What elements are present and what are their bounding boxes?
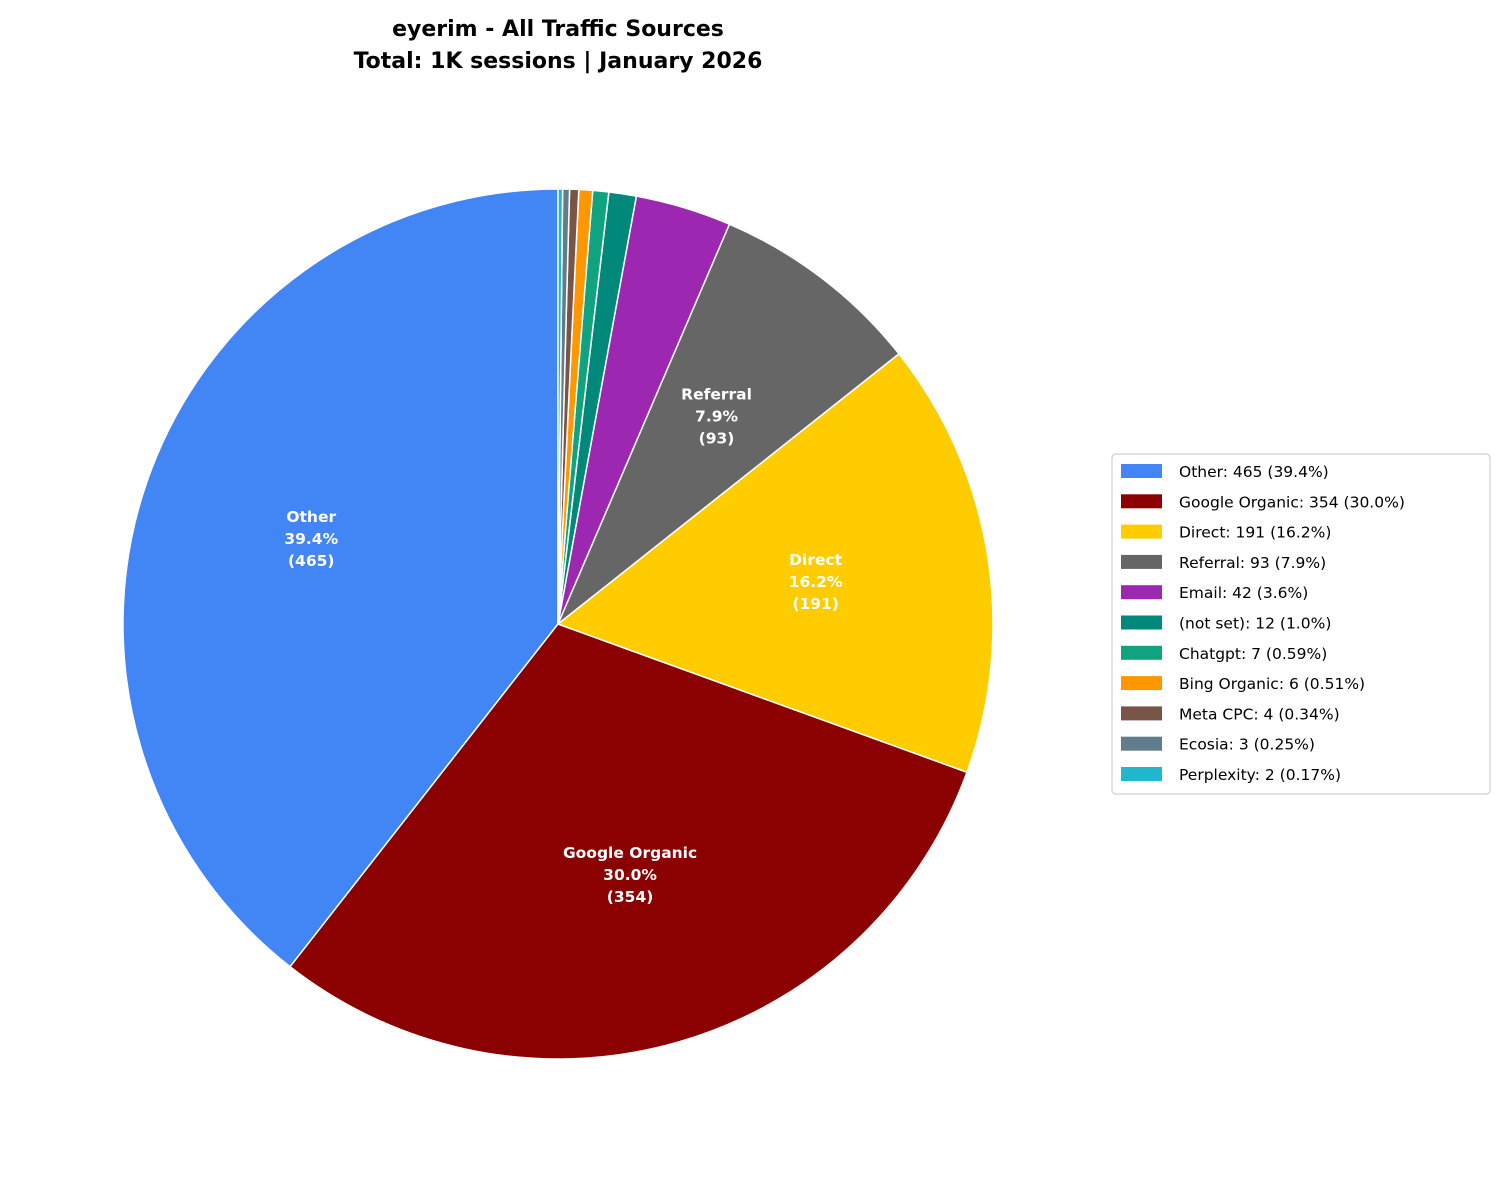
legend-label: Bing Organic: 6 (0.51%) <box>1179 675 1365 693</box>
pie-slice-perplexity <box>557 188 564 625</box>
pie-slice-referral <box>557 223 900 625</box>
legend-label: Email: 42 (3.6%) <box>1179 584 1308 602</box>
legend-swatch <box>1121 585 1162 600</box>
pie-slice-google-organic <box>289 623 968 1060</box>
legend-swatch <box>1121 554 1162 569</box>
legend-swatch <box>1121 767 1162 781</box>
legend-label: Perplexity: 2 (0.17%) <box>1179 766 1341 784</box>
legend-label: Referral: 93 (7.9%) <box>1179 554 1326 572</box>
legend: Other: 465 (39.4%) Google Organic: 354 (3… <box>1111 453 1491 795</box>
legend-swatch <box>1121 615 1162 630</box>
legend-label: (not set): 12 (1.0%) <box>1179 615 1331 633</box>
legend-label: Meta CPC: 4 (0.34%) <box>1179 705 1340 723</box>
legend-label: Chatgpt: 7 (0.59%) <box>1179 645 1327 663</box>
legend-swatch <box>1121 645 1162 660</box>
legend-swatch <box>1121 736 1162 751</box>
slice-label: Other 39.4% (465) <box>284 508 338 570</box>
legend-swatch <box>1121 524 1162 539</box>
chart-title-line-1: eyerim - All Traffic Sources <box>392 17 724 42</box>
slice-label: Google Organic 30.0% (354) <box>563 844 697 906</box>
legend-label: Direct: 191 (16.2%) <box>1179 524 1331 542</box>
legend-frame <box>1111 453 1491 795</box>
pie-slice-direct <box>556 352 994 774</box>
slice-labels: Other 39.4% (465) Google Organic 30.0% (354) D… <box>284 386 843 906</box>
legend-label: Google Organic: 354 (30.0%) <box>1179 493 1405 511</box>
slice-label: Referral 7.9% (93) <box>681 386 752 448</box>
pie-slices <box>122 188 994 1060</box>
slice-label: Direct 16.2% (191) <box>789 551 843 613</box>
legend-swatch <box>1121 706 1162 721</box>
chart-title-line-2: Total: 1K sessions | January 2026 <box>354 49 763 74</box>
legend-swatch <box>1121 494 1162 509</box>
legend-label: Other: 465 (39.4%) <box>1179 463 1329 481</box>
legend-label: Ecosia: 3 (0.25%) <box>1179 736 1315 754</box>
legend-swatch <box>1121 676 1162 691</box>
legend-swatch <box>1121 464 1162 478</box>
pie-slice-other <box>122 188 559 968</box>
